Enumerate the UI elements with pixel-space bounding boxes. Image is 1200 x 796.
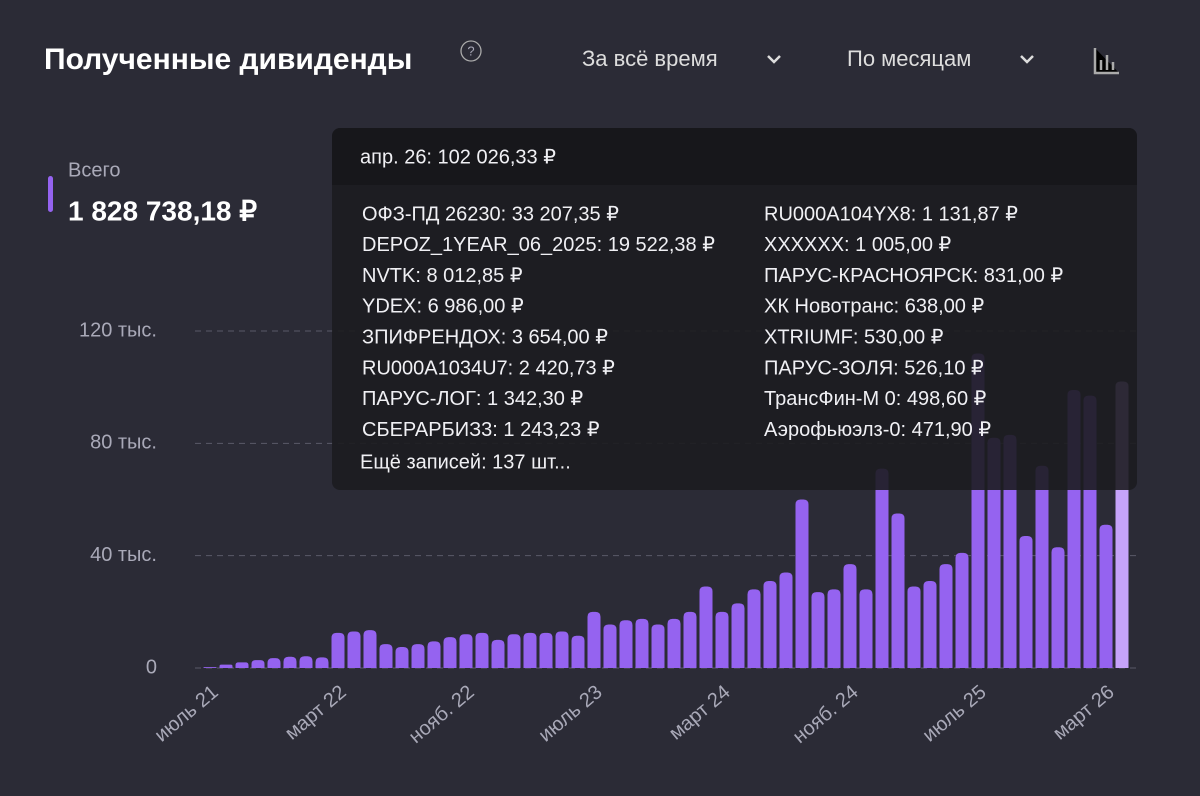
bar xyxy=(827,589,841,668)
bar xyxy=(443,637,457,668)
tooltip-header: апр. 26: 102 026,33 ₽ xyxy=(360,146,556,168)
bar xyxy=(731,603,745,668)
bar xyxy=(603,624,617,668)
bar xyxy=(715,611,729,668)
bar xyxy=(363,630,377,668)
tooltip-item: ПАРУС-ЗОЛЯ: 526,10 ₽ xyxy=(764,357,984,379)
bar xyxy=(539,632,553,668)
tooltip: апр. 26: 102 026,33 ₽ Ещё записей: 137 ш… xyxy=(332,128,1137,490)
bar xyxy=(555,631,569,668)
bar xyxy=(1099,524,1113,668)
bar xyxy=(891,513,905,668)
tooltip-item: RU000A1034U7: 2 420,73 ₽ xyxy=(362,357,615,379)
bar xyxy=(427,641,441,668)
tooltip-item: ХК Новотранс: 638,00 ₽ xyxy=(764,296,984,318)
bar xyxy=(811,592,825,668)
period-select[interactable]: За всё время xyxy=(582,46,718,71)
bar xyxy=(763,580,777,668)
bar xyxy=(1051,547,1065,668)
bar xyxy=(1003,434,1017,668)
bar xyxy=(939,564,953,668)
bar xyxy=(1035,465,1049,668)
chart-type-icon[interactable] xyxy=(1093,48,1119,75)
bar xyxy=(203,667,217,668)
tooltip-item: DEPOZ_1YEAR_06_2025: 19 522,38 ₽ xyxy=(362,234,715,256)
bar xyxy=(667,618,681,668)
bar xyxy=(683,611,697,668)
tooltip-item: ТрансФин-М 0: 498,60 ₽ xyxy=(764,388,987,410)
bar xyxy=(267,658,281,668)
bar xyxy=(923,580,937,668)
title: Полученные дивиденды xyxy=(44,43,412,76)
y-tick-label: 80 тыс. xyxy=(90,432,157,454)
bar xyxy=(747,589,761,668)
bar xyxy=(507,634,521,668)
grouping-select[interactable]: По месяцам xyxy=(847,46,971,71)
tooltip-item: RU000A104YX8: 1 131,87 ₽ xyxy=(764,203,1018,225)
chevron xyxy=(767,55,781,64)
tooltip-item: ОФЗ-ПД 26230: 33 207,35 ₽ xyxy=(362,203,619,225)
bar xyxy=(411,644,425,668)
total-value: 1 828 738,18 ₽ xyxy=(68,195,257,226)
bar xyxy=(235,662,249,668)
bar xyxy=(571,635,585,668)
bar xyxy=(619,620,633,668)
bar xyxy=(331,632,345,668)
tooltip-item: СБЕРАРБИЗ3: 1 243,23 ₽ xyxy=(362,419,600,441)
help-icon[interactable] xyxy=(460,40,482,62)
bar xyxy=(475,632,489,668)
bar xyxy=(379,644,393,668)
tooltip-item: XXXXXX: 1 005,00 ₽ xyxy=(764,234,952,256)
tooltip-item: ПАРУС-ЛОГ: 1 342,30 ₽ xyxy=(362,388,583,410)
tooltip-item: ПАРУС-КРАСНОЯРСК: 831,00 ₽ xyxy=(764,265,1063,287)
bar xyxy=(859,589,873,668)
bar xyxy=(651,624,665,668)
tooltip-header-bg xyxy=(332,128,1137,185)
tooltip-item: ЗПИФРЕНДОХ: 3 654,00 ₽ xyxy=(362,326,608,348)
bar xyxy=(635,618,649,668)
bar xyxy=(299,656,313,668)
total-label: Всего xyxy=(68,159,120,181)
bar xyxy=(987,437,1001,668)
tooltip-item: Аэрофьюэлз-0: 471,90 ₽ xyxy=(764,419,991,441)
bar xyxy=(459,634,473,668)
bar xyxy=(347,631,361,668)
chevron xyxy=(1020,55,1034,64)
legend-marker xyxy=(48,176,53,212)
help-text: ? xyxy=(467,43,474,58)
bar xyxy=(955,552,969,668)
tooltip-box xyxy=(332,128,1137,490)
bar xyxy=(523,632,537,668)
bar xyxy=(907,586,921,668)
bar xyxy=(699,586,713,668)
y-tick-label: 40 тыс. xyxy=(90,544,157,566)
bar xyxy=(251,660,265,668)
bar xyxy=(795,499,809,668)
tooltip-item: XTRIUMF: 530,00 ₽ xyxy=(764,326,944,348)
bar xyxy=(395,646,409,668)
y-tick-label: 120 тыс. xyxy=(79,319,157,341)
bar xyxy=(283,656,297,668)
bar xyxy=(491,639,505,668)
y-tick-label: 0 xyxy=(146,656,157,678)
bar xyxy=(779,572,793,668)
bar xyxy=(587,611,601,668)
bar xyxy=(843,564,857,668)
tooltip-more: Ещё записей: 137 шт... xyxy=(360,451,571,473)
bar xyxy=(875,468,889,668)
bar xyxy=(1019,536,1033,668)
tooltip-item: YDEX: 6 986,00 ₽ xyxy=(362,296,524,318)
tooltip-item: NVTK: 8 012,85 ₽ xyxy=(362,265,523,287)
bar xyxy=(219,664,233,668)
bar xyxy=(315,657,329,668)
